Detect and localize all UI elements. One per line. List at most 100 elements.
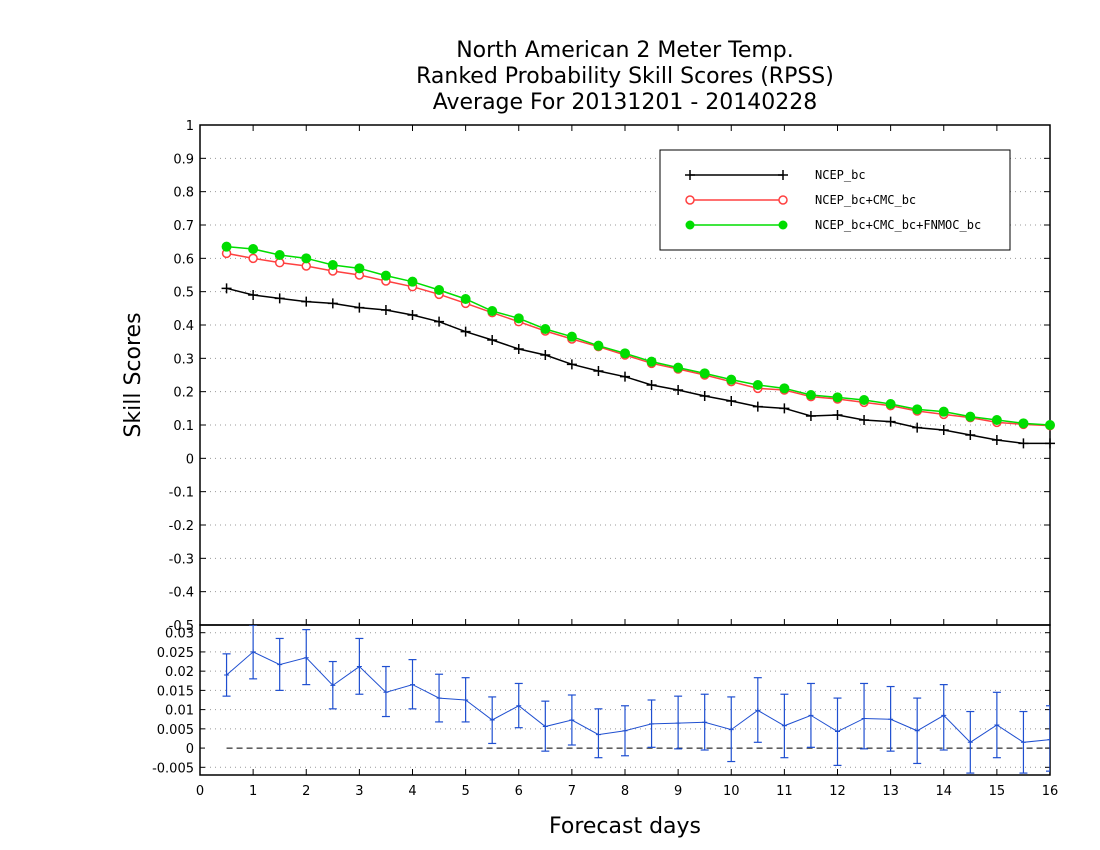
series-point (726, 374, 737, 385)
difference-point (702, 719, 708, 725)
series-line (226, 252, 1051, 427)
series-point (620, 348, 630, 359)
series-point (832, 392, 843, 403)
top-y-tick-label: -0.4 (169, 586, 194, 601)
top-y-tick-label: 0.2 (173, 386, 194, 401)
difference-point (941, 712, 947, 718)
difference-group (222, 625, 1050, 774)
bottom-y-tick-label: 0.02 (165, 665, 194, 680)
series-point (912, 404, 923, 415)
x-tick-label: 10 (723, 784, 740, 799)
x-tick-label: 6 (515, 784, 523, 799)
bottom-y-tick-label: 0.01 (165, 704, 194, 719)
series-1 (221, 248, 1055, 431)
series-point (752, 380, 763, 390)
series-point (1045, 420, 1055, 430)
skill-series (221, 241, 1055, 449)
series-point (407, 310, 418, 320)
series-point (301, 296, 312, 307)
top-y-tick-label: -0.3 (169, 552, 194, 567)
legend: NCEP_bc NCEP_bc+CMC_bc NCEP_bc+CMC_bc+FNMO… (659, 149, 1011, 251)
top-y-tick-label: -0.5 (169, 619, 194, 634)
legend-label: NCEP_bc+CMC_bc (815, 193, 916, 207)
series-line (226, 287, 1050, 445)
series-point (248, 290, 259, 300)
series-point (938, 406, 949, 417)
bottom-y-tick-label: 0.015 (157, 684, 194, 699)
series-point (912, 422, 923, 433)
difference-point (330, 682, 336, 688)
x-tick-label: 3 (355, 784, 363, 799)
series-point (513, 344, 524, 354)
series-point (832, 410, 843, 420)
x-tick-label: 8 (621, 784, 629, 799)
x-tick-label: 13 (882, 784, 899, 799)
series-point (274, 293, 285, 304)
top-y-tick-label: -0.2 (169, 519, 194, 534)
bottom-y-tick-label: 0.025 (157, 646, 194, 661)
series-point (566, 359, 577, 370)
series-point (859, 415, 870, 425)
series-point (327, 298, 338, 309)
series-point (354, 263, 365, 274)
x-tick-label: 12 (829, 784, 846, 799)
difference-series (222, 625, 1050, 774)
x-tick-label: 0 (196, 784, 204, 799)
series-point (354, 302, 365, 313)
series-point (1018, 418, 1029, 429)
x-tick-label: 7 (568, 784, 576, 799)
top-y-tick-label: 0.5 (173, 286, 194, 301)
series-point (805, 411, 816, 421)
difference-point (861, 715, 867, 721)
series-point (434, 316, 445, 327)
series-point (779, 383, 790, 394)
x-tick-label: 16 (1042, 784, 1059, 799)
series-point (752, 401, 763, 412)
series-point (540, 350, 551, 360)
series-point (460, 294, 471, 304)
bottom-y-tick-label: -0.005 (152, 761, 194, 776)
difference-point (1047, 737, 1050, 743)
difference-point (835, 729, 840, 735)
difference-point (516, 703, 522, 709)
top-y-axis: -0.5 -0.4 -0.3 -0.2 -0.1 0 0.1 0.2 0.3 0.4 0.5 0.6 0… (169, 119, 1050, 634)
difference-point (356, 664, 362, 670)
difference-point (675, 720, 681, 726)
series-point (566, 331, 577, 342)
series-point (248, 244, 259, 254)
top-panel-grid (200, 157, 1050, 593)
legend-marker (778, 170, 788, 180)
difference-point (277, 662, 283, 668)
series-point (301, 253, 312, 264)
series-2 (221, 241, 1055, 430)
series-point (380, 270, 391, 281)
x-tick-label: 14 (935, 784, 952, 799)
difference-point (755, 707, 761, 713)
difference-point (967, 739, 973, 745)
top-y-tick-label: 0.9 (173, 152, 194, 167)
series-point (407, 276, 418, 287)
series-point (673, 385, 684, 395)
legend-marker (778, 195, 788, 205)
difference-point (649, 721, 655, 727)
legend-label: NCEP_bc+CMC_bc+FNMOC_bc (815, 218, 981, 232)
difference-point (781, 723, 787, 729)
series-point (487, 306, 498, 316)
x-axis: 0 1 2 3 4 5 6 7 8 9 10 11 12 13 14 15 16 (196, 125, 1058, 799)
difference-point (914, 728, 920, 734)
series-point (938, 425, 949, 435)
series-point (593, 340, 604, 351)
series-point (540, 324, 551, 334)
difference-point (728, 727, 734, 733)
bottom-y-tick-label: 0 (186, 742, 194, 757)
x-tick-label: 1 (249, 784, 257, 799)
series-point (699, 368, 710, 379)
series-point (221, 283, 232, 294)
series-point (885, 416, 896, 427)
series-point (1045, 438, 1055, 449)
series-point (248, 253, 258, 264)
legend-marker (778, 220, 788, 230)
x-tick-label: 9 (674, 784, 682, 799)
x-tick-label: 5 (461, 784, 469, 799)
top-y-tick-label: 0 (186, 452, 194, 467)
